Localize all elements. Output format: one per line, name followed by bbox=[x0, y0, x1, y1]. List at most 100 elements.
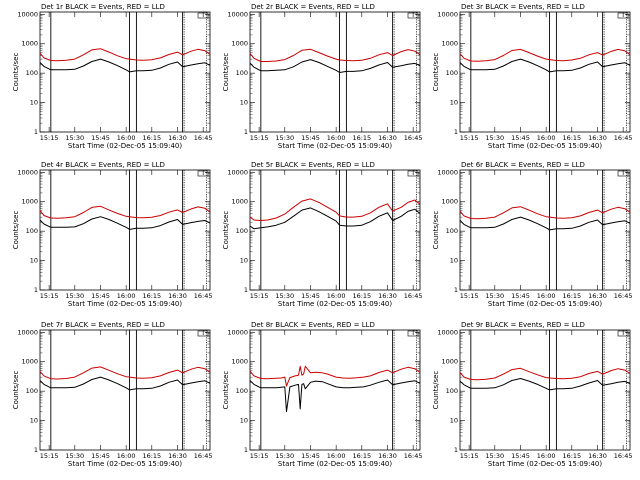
y-axis-label: Counts/sec bbox=[432, 53, 440, 92]
x-tick-label: 16:00 bbox=[117, 134, 136, 142]
y-tick-label: 10000 bbox=[437, 168, 458, 176]
y-tick-label: 1000 bbox=[441, 358, 458, 366]
y-tick-label: 10 bbox=[240, 257, 248, 265]
y-tick-label: 1000 bbox=[231, 198, 248, 206]
x-tick-label: 16:45 bbox=[614, 452, 633, 460]
chart-title: Det 9r BLACK = Events, RED = LLD bbox=[461, 321, 585, 329]
y-axis-label: Counts/sec bbox=[432, 371, 440, 410]
x-tick-label: 15:15 bbox=[40, 452, 59, 460]
x-axis-label: Start Time (02-Dec-05 15:09:40) bbox=[488, 460, 602, 468]
y-tick-label: 1 bbox=[244, 128, 248, 136]
x-tick-label: 16:00 bbox=[117, 292, 136, 300]
y-axis-label: Counts/sec bbox=[222, 53, 230, 92]
x-tick-label: 15:30 bbox=[485, 134, 504, 142]
y-tick-label: 100 bbox=[236, 387, 248, 395]
plot-frame bbox=[39, 329, 211, 451]
chart-panel: Det 6r BLACK = Events, RED = LLD 1 10 100 10… bbox=[432, 161, 633, 308]
x-tick-label: 16:15 bbox=[352, 292, 371, 300]
x-tick-label: 16:30 bbox=[378, 452, 397, 460]
x-tick-label: 16:15 bbox=[352, 134, 371, 142]
y-tick-label: 1000 bbox=[231, 40, 248, 48]
x-tick-label: 15:15 bbox=[250, 134, 269, 142]
events-series-line bbox=[459, 378, 631, 391]
x-tick-label: 16:30 bbox=[378, 134, 397, 142]
y-tick-label: 1 bbox=[454, 128, 458, 136]
x-tick-label: 16:45 bbox=[404, 134, 423, 142]
y-tick-label: 1000 bbox=[441, 40, 458, 48]
y-tick-label: 10000 bbox=[227, 328, 248, 336]
x-tick-label: 15:30 bbox=[275, 452, 294, 460]
x-tick-label: 16:15 bbox=[142, 292, 161, 300]
x-tick-label: 15:15 bbox=[250, 452, 269, 460]
y-tick-label: 1 bbox=[34, 286, 38, 294]
x-axis-label: Start Time (02-Dec-05 15:09:40) bbox=[68, 300, 182, 308]
y-tick-label: 10 bbox=[240, 417, 248, 425]
events-series-line bbox=[459, 58, 631, 73]
y-tick-label: 10000 bbox=[227, 10, 248, 18]
y-axis-label: Counts/sec bbox=[12, 211, 20, 250]
events-series-line bbox=[39, 376, 211, 391]
x-tick-label: 16:30 bbox=[168, 452, 187, 460]
x-axis-label: Start Time (02-Dec-05 15:09:40) bbox=[488, 142, 602, 150]
x-tick-label: 16:30 bbox=[588, 452, 607, 460]
y-tick-label: 10 bbox=[30, 417, 38, 425]
x-tick-label: 15:45 bbox=[301, 452, 320, 460]
x-tick-label: 15:45 bbox=[91, 292, 110, 300]
x-tick-label: 15:45 bbox=[301, 134, 320, 142]
y-axis-label: Counts/sec bbox=[12, 371, 20, 410]
chart-title: Det 6r BLACK = Events, RED = LLD bbox=[461, 161, 585, 169]
x-tick-label: 15:45 bbox=[511, 452, 530, 460]
chart-panel: Det 3r BLACK = Events, RED = LLD 1 10 100 10… bbox=[432, 3, 633, 150]
chart-title: Det 3r BLACK = Events, RED = LLD bbox=[461, 3, 585, 11]
lld-series-line bbox=[249, 48, 421, 62]
chart-title: Det 1r BLACK = Events, RED = LLD bbox=[41, 3, 165, 11]
x-tick-label: 15:30 bbox=[275, 292, 294, 300]
x-tick-label: 15:15 bbox=[460, 452, 479, 460]
events-series-line bbox=[249, 59, 421, 73]
x-tick-label: 16:45 bbox=[194, 292, 213, 300]
x-tick-label: 15:45 bbox=[301, 292, 320, 300]
y-tick-label: 1 bbox=[454, 286, 458, 294]
chart-panel: Det 5r BLACK = Events, RED = LLD 1 10 100 10… bbox=[222, 161, 423, 308]
y-tick-label: 10000 bbox=[437, 328, 458, 336]
y-tick-label: 10 bbox=[30, 99, 38, 107]
y-tick-label: 1 bbox=[34, 446, 38, 454]
y-tick-label: 1 bbox=[34, 128, 38, 136]
lld-series-line bbox=[459, 367, 631, 381]
y-axis-label: Counts/sec bbox=[222, 371, 230, 410]
x-tick-label: 15:45 bbox=[91, 134, 110, 142]
events-series-line bbox=[39, 58, 211, 73]
x-tick-label: 15:15 bbox=[250, 292, 269, 300]
plot-frame bbox=[249, 11, 421, 133]
x-tick-label: 16:00 bbox=[537, 292, 556, 300]
y-tick-label: 100 bbox=[446, 69, 458, 77]
lld-series-line bbox=[39, 205, 211, 219]
y-axis-label: Counts/sec bbox=[222, 211, 230, 250]
x-tick-label: 16:45 bbox=[614, 134, 633, 142]
y-tick-label: 10000 bbox=[227, 168, 248, 176]
lld-series-line bbox=[249, 365, 421, 387]
y-tick-label: 100 bbox=[446, 387, 458, 395]
chart-panel: Det 4r BLACK = Events, RED = LLD 1 10 100 10… bbox=[12, 161, 213, 308]
plot-frame bbox=[39, 169, 211, 291]
x-tick-label: 16:00 bbox=[117, 452, 136, 460]
plot-frame bbox=[459, 11, 631, 133]
x-tick-label: 15:30 bbox=[275, 134, 294, 142]
y-tick-label: 1 bbox=[244, 446, 248, 454]
x-tick-label: 15:15 bbox=[40, 134, 59, 142]
x-axis-label: Start Time (02-Dec-05 15:09:40) bbox=[488, 300, 602, 308]
chart-panel: Det 7r BLACK = Events, RED = LLD 1 10 100 10… bbox=[12, 321, 213, 468]
x-tick-label: 16:15 bbox=[562, 292, 581, 300]
x-tick-label: 16:30 bbox=[168, 134, 187, 142]
y-axis-label: Counts/sec bbox=[432, 211, 440, 250]
x-tick-label: 15:15 bbox=[460, 292, 479, 300]
plot-frame bbox=[249, 329, 421, 451]
x-tick-label: 15:45 bbox=[511, 134, 530, 142]
plot-frame bbox=[249, 169, 421, 291]
y-tick-label: 1000 bbox=[441, 198, 458, 206]
lld-series-line bbox=[249, 198, 421, 221]
lld-series-line bbox=[459, 48, 631, 62]
x-tick-label: 16:15 bbox=[352, 452, 371, 460]
y-tick-label: 100 bbox=[26, 69, 38, 77]
